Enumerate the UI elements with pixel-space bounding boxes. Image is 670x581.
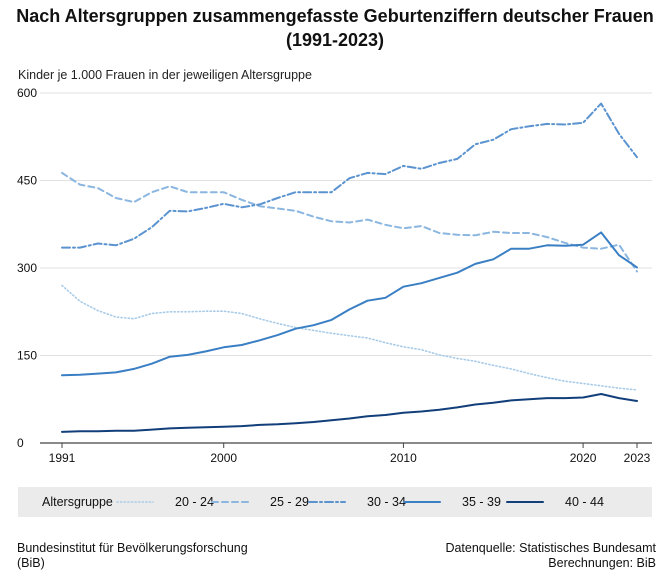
y-tick-label: 300 xyxy=(17,261,37,275)
chart-title-line1: Nach Altersgruppen zusammengefasste Gebu… xyxy=(16,6,654,26)
legend-label-2: 25 - 29 xyxy=(270,495,309,509)
footer-data-source: Datenquelle: Statistisches Bundesamt xyxy=(445,541,656,555)
footer-institute: Bundesinstitut für Bevölkerungsforschung xyxy=(17,541,248,555)
y-tick-label: 0 xyxy=(17,436,24,450)
series-line-1 xyxy=(61,284,638,391)
y-tick-label: 600 xyxy=(17,86,37,100)
chart-title: Nach Altersgruppen zusammengefasste Gebu… xyxy=(0,4,670,52)
chart-title-line2: (1991-2023) xyxy=(285,30,385,50)
x-tick-label: 1991 xyxy=(49,451,76,465)
footer-calculations: Berechnungen: BiB xyxy=(548,556,656,570)
series-line-2 xyxy=(61,171,638,273)
y-tick-label: 450 xyxy=(17,174,37,188)
series-line-4 xyxy=(61,231,638,377)
footer-source-right: Datenquelle: Statistisches Bundesamt Ber… xyxy=(445,541,656,571)
legend-title: Altersgruppe xyxy=(42,495,113,509)
x-tick-label: 2010 xyxy=(390,451,417,465)
y-axis-label: Kinder je 1.000 Frauen in der jeweiligen… xyxy=(18,68,312,82)
series-line-3 xyxy=(61,102,638,249)
footer-source-left: Bundesinstitut für Bevölkerungsforschung… xyxy=(17,541,248,571)
x-tick-label: 2023 xyxy=(624,451,651,465)
legend-label-5: 40 - 44 xyxy=(565,495,604,509)
y-tick-label: 150 xyxy=(17,349,37,363)
x-tick-label: 2020 xyxy=(570,451,597,465)
x-tick-label: 2000 xyxy=(210,451,237,465)
legend-label-3: 30 - 34 xyxy=(367,495,406,509)
legend-label-4: 35 - 39 xyxy=(462,495,501,509)
footer-institute-abbr: (BiB) xyxy=(17,556,45,570)
series-line-5 xyxy=(61,393,638,433)
legend-label-1: 20 - 24 xyxy=(175,495,214,509)
